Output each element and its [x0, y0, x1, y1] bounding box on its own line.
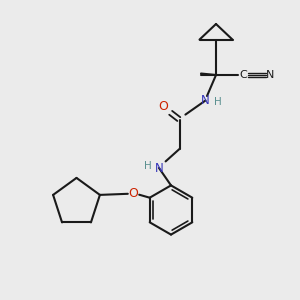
- Text: C: C: [239, 70, 247, 80]
- Text: H: H: [144, 161, 152, 171]
- Text: O: O: [159, 100, 168, 113]
- Text: H: H: [214, 97, 222, 107]
- Text: N: N: [200, 94, 209, 107]
- Text: N: N: [154, 161, 164, 175]
- Text: O: O: [128, 187, 138, 200]
- Text: N: N: [266, 70, 274, 80]
